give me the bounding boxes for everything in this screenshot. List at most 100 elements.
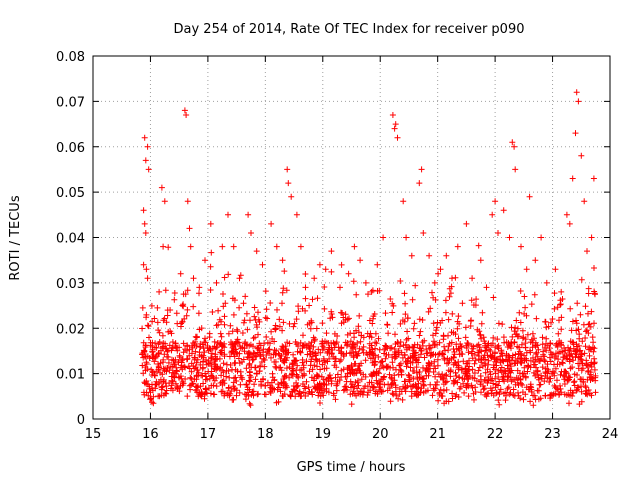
data-point [530,392,537,399]
data-point [587,369,594,376]
data-point [208,350,215,357]
data-point [360,334,367,341]
data-point [509,354,516,361]
data-point [203,385,209,392]
data-point [588,392,595,399]
data-point [469,275,476,282]
data-point [276,384,282,391]
data-point [196,352,203,358]
data-point [309,296,316,303]
data-point [213,375,220,381]
data-point [551,290,558,297]
data-point [452,274,459,281]
data-point [511,328,518,335]
data-point [500,207,507,214]
data-point [441,356,448,363]
data-point [222,300,229,307]
data-point [434,341,440,348]
data-point [196,290,202,297]
data-point [587,346,594,353]
data-point [423,350,430,357]
data-point [558,389,565,396]
data-point [447,373,454,380]
data-point [233,387,240,394]
data-point [312,352,319,359]
data-point [451,349,458,355]
y-tick-label: 0.06 [56,141,85,156]
data-point [519,327,526,334]
data-point [297,339,304,346]
data-point [143,266,150,273]
data-point [311,383,318,390]
data-point [426,342,433,349]
data-point [296,390,302,397]
data-point [282,372,288,379]
data-point [223,367,230,374]
data-point [225,211,231,218]
data-point [150,355,156,362]
data-point [177,323,184,330]
data-point [342,311,349,318]
data-point [160,365,167,372]
data-point [225,384,232,391]
data-point [497,386,504,393]
data-point [425,308,432,315]
data-point [418,347,425,354]
data-point [157,376,164,383]
data-point [253,248,260,255]
data-point [143,359,150,366]
data-point [143,311,150,318]
data-point [144,322,151,329]
data-point [588,308,595,315]
data-point [268,220,275,227]
data-point [545,323,552,330]
data-point [559,296,566,302]
data-point [301,372,308,379]
data-point [332,374,339,381]
data-point [465,393,472,400]
data-point [570,389,577,396]
data-point [512,331,519,338]
data-point [481,338,488,345]
data-point [279,257,286,264]
data-point [213,343,220,350]
data-point [359,346,366,353]
y-tick-label: 0.05 [56,186,85,201]
data-point [527,349,534,356]
data-point [529,330,536,337]
data-point [445,398,452,405]
data-point [477,381,484,388]
data-point [246,377,253,384]
data-point [402,311,409,318]
data-point [139,304,146,311]
data-point [564,376,571,383]
data-point [578,276,585,283]
data-point [588,359,595,366]
data-point [454,325,461,332]
data-point [321,284,328,290]
data-point [213,322,220,329]
data-point [404,328,411,335]
data-point [404,382,411,389]
data-point [392,384,399,391]
data-point [528,384,535,391]
data-point [144,275,151,282]
data-point [184,306,191,313]
data-point [434,319,441,326]
y-tick-label: 0 [77,413,85,428]
data-point [481,385,488,392]
data-point [545,368,552,375]
data-point [244,354,251,361]
data-point [320,392,327,399]
data-point [202,257,208,264]
data-point [283,365,290,372]
data-point [340,387,347,394]
data-point [216,355,223,362]
data-point [281,379,288,386]
data-point [213,279,220,286]
data-point [415,359,422,366]
data-point [507,369,514,376]
data-point [407,358,414,365]
data-point [209,309,216,315]
data-point [374,380,381,387]
